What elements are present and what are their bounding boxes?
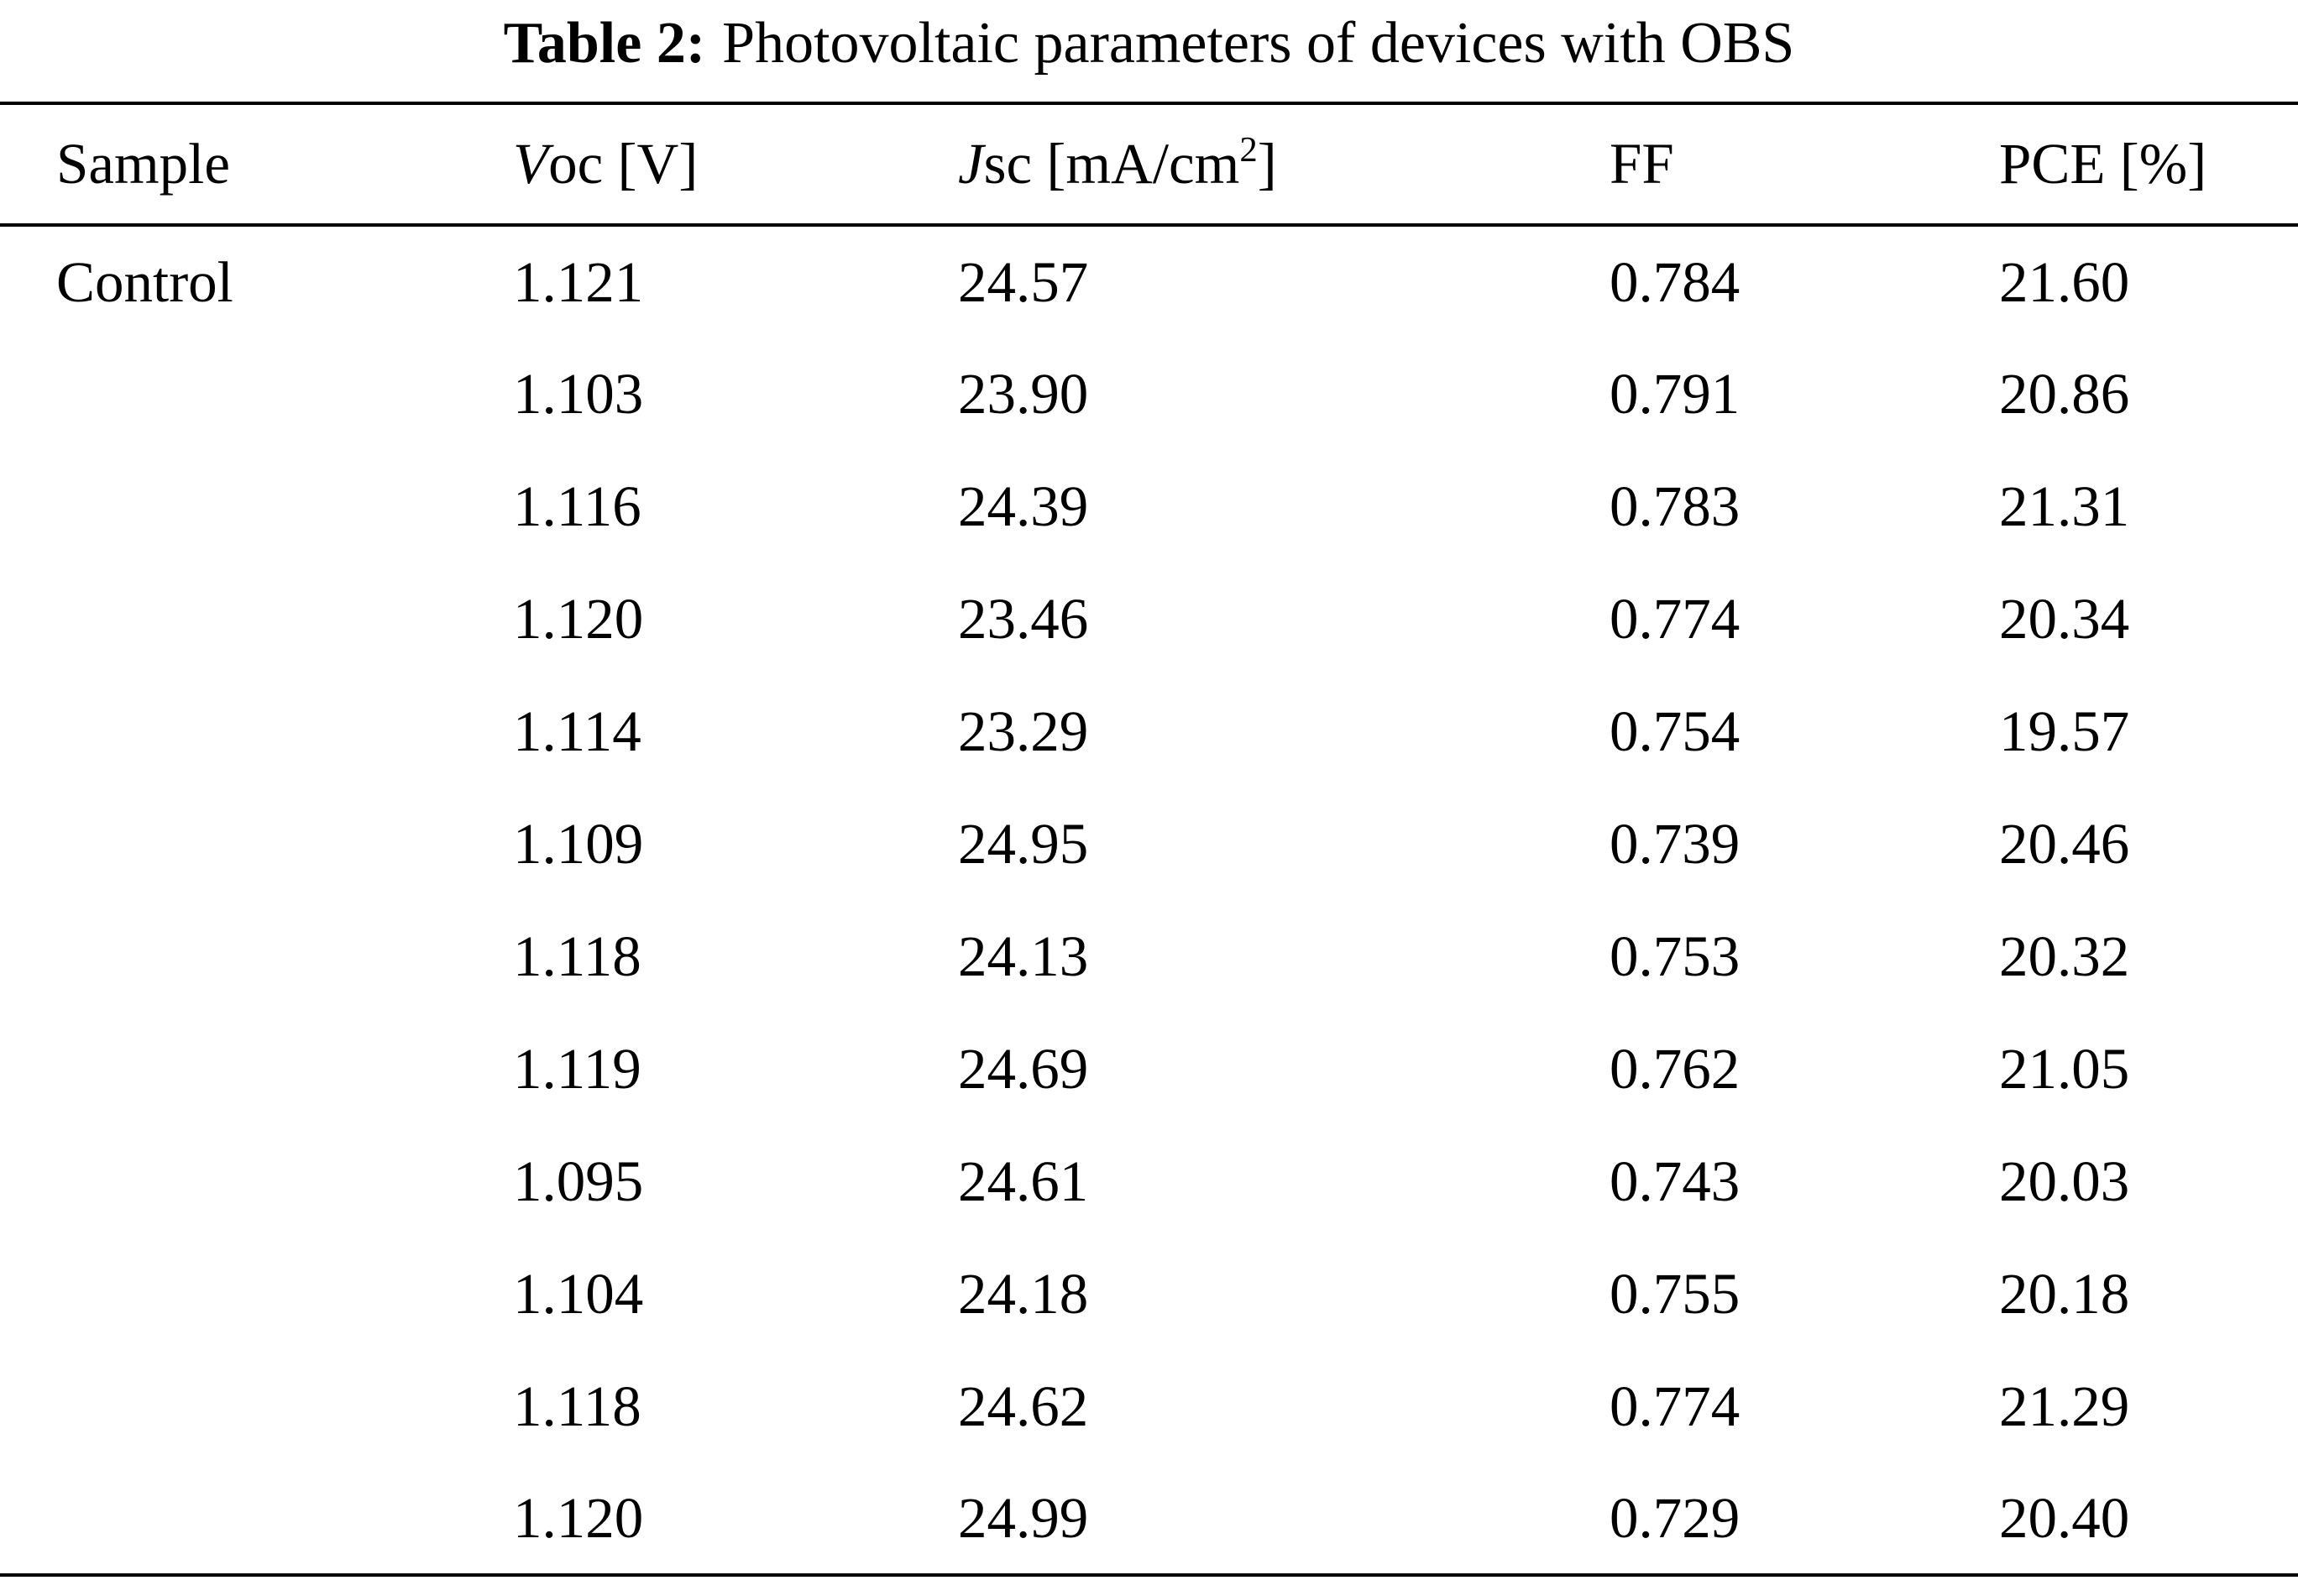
table-row: 1.120 23.46 0.774 20.34 [0, 563, 2298, 675]
column-header-segment: Sample [56, 132, 230, 196]
column-header-ff: FF [1610, 103, 1999, 225]
table-row: 1.104 24.18 0.755 20.18 [0, 1238, 2298, 1350]
table-cell [0, 1125, 513, 1238]
table-row: 1.109 24.95 0.739 20.46 [0, 788, 2298, 900]
table-cell: 1.119 [513, 1036, 641, 1101]
table-cell: 1.120 [513, 586, 644, 651]
table-cell: Control [56, 249, 233, 314]
table-cell [0, 563, 513, 675]
table-cell: 23.90 [958, 361, 1089, 426]
table-cell: 21.60 [1999, 249, 2130, 314]
table-cell: 21.05 [1999, 1036, 2130, 1101]
table-cell: 0.753 [1610, 924, 1741, 988]
photovoltaic-parameters-table: Sample Voc [V] Jsc [mA/cm2] FF PCE [%] Contr… [0, 102, 2298, 1577]
column-header-sample: Sample [0, 103, 513, 225]
table-cell: 0.783 [1610, 474, 1741, 538]
table-cell [0, 338, 513, 450]
column-header-segment: 2 [1239, 130, 1258, 170]
table-cell: 20.18 [1999, 1261, 2130, 1326]
table-cell: 20.03 [1999, 1149, 2130, 1213]
table-cell [0, 900, 513, 1013]
table-cell: 20.40 [1999, 1485, 2130, 1550]
table-cell: 23.46 [958, 586, 1089, 651]
table-row: 1.095 24.61 0.743 20.03 [0, 1125, 2298, 1238]
table-title: Table 2: Photovoltaic parameters of devic… [0, 0, 2298, 102]
table-cell: 20.34 [1999, 586, 2130, 651]
table-cell: 24.13 [958, 924, 1089, 988]
column-header-segment: sc [mA/cm [983, 132, 1240, 196]
table-cell: 1.120 [513, 1485, 644, 1550]
table-cell: 24.69 [958, 1036, 1089, 1101]
table-row: 1.103 23.90 0.791 20.86 [0, 338, 2298, 450]
table-cell: 24.39 [958, 474, 1089, 538]
table-cell: 0.729 [1610, 1485, 1741, 1550]
table-cell: 24.57 [958, 249, 1089, 314]
table-cell: 1.121 [513, 249, 644, 314]
table-row: Control 1.121 24.57 0.784 21.60 [0, 225, 2298, 338]
table-cell [0, 1463, 513, 1575]
table-cell: 21.29 [1999, 1374, 2130, 1438]
table-cell: 24.18 [958, 1261, 1089, 1326]
table-title-label: Table 2: [503, 11, 706, 76]
table-cell: 1.118 [513, 924, 641, 988]
column-header-segment: PCE [%] [1999, 132, 2207, 196]
column-header-segment: V [513, 132, 549, 196]
table-cell: 0.739 [1610, 811, 1741, 876]
table-cell: 0.774 [1610, 586, 1741, 651]
table-cell: 19.57 [1999, 699, 2130, 763]
table-cell: 20.32 [1999, 924, 2130, 988]
table-cell: 0.784 [1610, 249, 1741, 314]
column-header-segment: ] [1257, 132, 1277, 196]
column-header-pce: PCE [%] [1999, 103, 2298, 225]
table-cell: 20.46 [1999, 811, 2130, 876]
table-cell [0, 788, 513, 900]
table-cell [0, 1350, 513, 1463]
column-header-segment: oc [V] [548, 132, 699, 196]
column-header-segment: J [958, 132, 984, 196]
table-row: 1.114 23.29 0.754 19.57 [0, 675, 2298, 788]
table-cell: 23.29 [958, 699, 1089, 763]
table-cell: 21.31 [1999, 474, 2130, 538]
table-row: 1.116 24.39 0.783 21.31 [0, 450, 2298, 563]
header-row: Sample Voc [V] Jsc [mA/cm2] FF PCE [%] [0, 103, 2298, 225]
table-cell: 20.86 [1999, 361, 2130, 426]
table-cell: 0.791 [1610, 361, 1741, 426]
table-cell: 1.104 [513, 1261, 644, 1326]
column-header-segment: FF [1610, 132, 1674, 196]
table-row: 1.119 24.69 0.762 21.05 [0, 1013, 2298, 1125]
table-cell: 1.116 [513, 474, 641, 538]
table-cell: 24.99 [958, 1485, 1089, 1550]
column-header-voc: Voc [V] [513, 103, 958, 225]
table-cell: 0.743 [1610, 1149, 1741, 1213]
table-cell: 24.61 [958, 1149, 1089, 1213]
table-cell: 24.95 [958, 811, 1089, 876]
table-cell [0, 450, 513, 563]
table-cell: 0.774 [1610, 1374, 1741, 1438]
table-cell: 1.114 [513, 699, 641, 763]
table-cell: 1.095 [513, 1149, 644, 1213]
table-row: 1.118 24.62 0.774 21.29 [0, 1350, 2298, 1463]
table-cell: 0.754 [1610, 699, 1741, 763]
table-cell: 24.62 [958, 1374, 1089, 1438]
table-cell: 0.755 [1610, 1261, 1741, 1326]
table-cell [0, 1238, 513, 1350]
table-cell: 1.118 [513, 1374, 641, 1438]
table-body: Control 1.121 24.57 0.784 21.60 1.103 23.90 0.7… [0, 225, 2298, 1575]
table-cell [0, 1013, 513, 1125]
table-title-text: Photovoltaic parameters of devices with … [722, 11, 1795, 76]
table-row: 1.118 24.13 0.753 20.32 [0, 900, 2298, 1013]
table-cell: 1.109 [513, 811, 644, 876]
table-cell: 1.103 [513, 361, 644, 426]
table-row: 1.120 24.99 0.729 20.40 [0, 1463, 2298, 1575]
column-header-jsc: Jsc [mA/cm2] [958, 103, 1610, 225]
table-cell: 0.762 [1610, 1036, 1741, 1101]
table-cell [0, 675, 513, 788]
